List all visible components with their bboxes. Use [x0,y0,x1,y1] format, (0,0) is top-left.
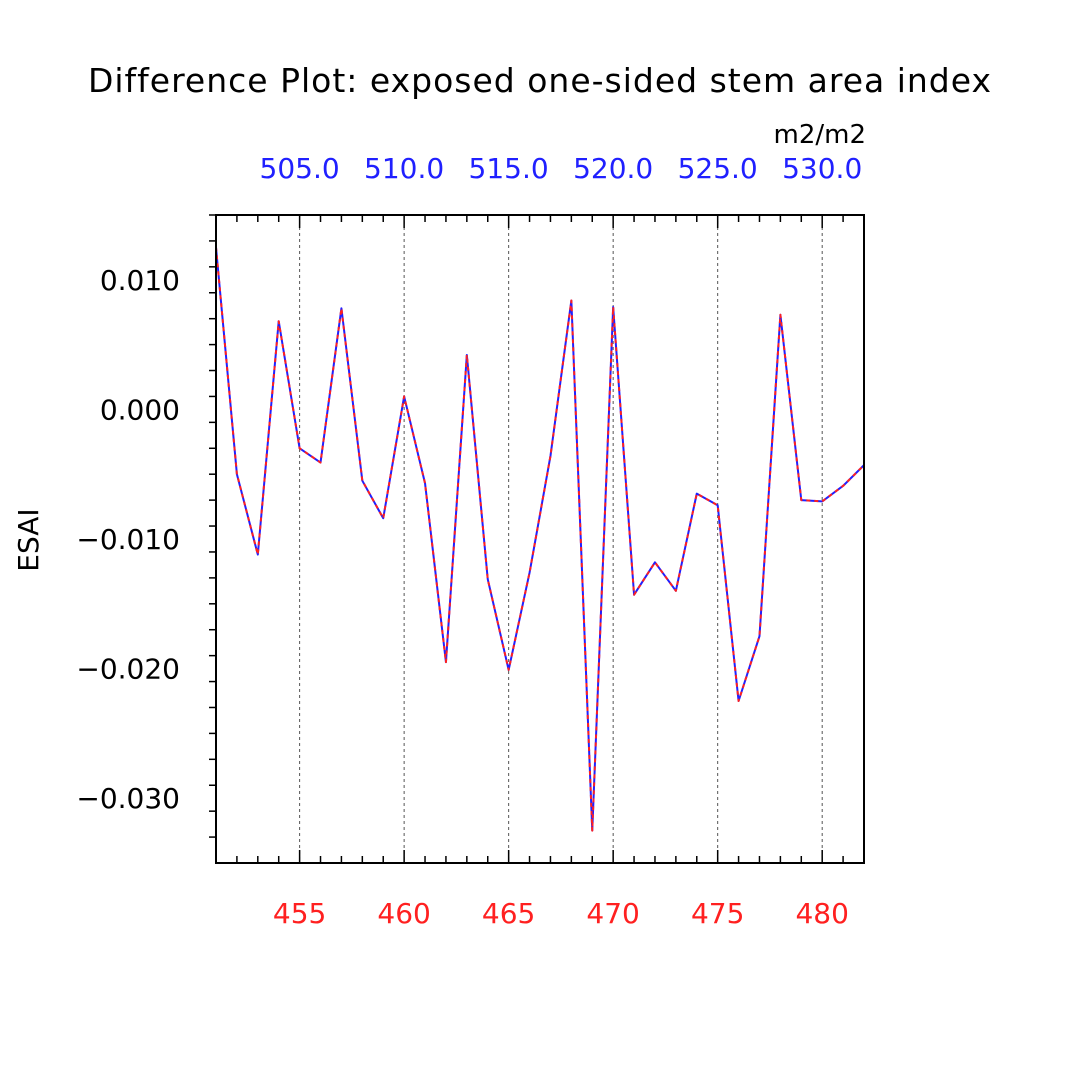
top-tick-label: 515.0 [469,152,549,185]
y-axis-label: ESAI [12,508,45,571]
y-tick-label: 0.000 [100,393,180,426]
series-group [215,247,865,832]
plot-frame [215,214,865,864]
top-tick-label: 525.0 [678,152,758,185]
y-tick-label: −0.010 [76,523,180,556]
axis-ticks [209,214,865,863]
x-tick-label: 455 [273,897,326,930]
top-tick-label: 530.0 [782,152,862,185]
top-tick-label: 520.0 [573,152,653,185]
chart-title: Difference Plot: exposed one-sided stem … [88,61,992,100]
top-tick-label: 510.0 [364,152,444,185]
x-tick-label: 465 [482,897,535,930]
series-line-solid [215,247,865,832]
tick-labels: 455 460 465 470 475 480 505.0 510.0 515.0 520.0 52… [76,152,862,930]
x-tick-label: 460 [377,897,430,930]
y-tick-label: −0.020 [76,653,180,686]
top-tick-label: 505.0 [260,152,340,185]
units-label: m2/m2 [774,120,867,150]
x-tick-label: 475 [691,897,744,930]
x-tick-label: 470 [586,897,639,930]
grid-lines [299,215,823,863]
x-tick-label: 480 [795,897,848,930]
series-line-dashed [215,247,865,832]
y-tick-label: −0.030 [76,782,180,815]
y-tick-label: 0.010 [100,264,180,297]
